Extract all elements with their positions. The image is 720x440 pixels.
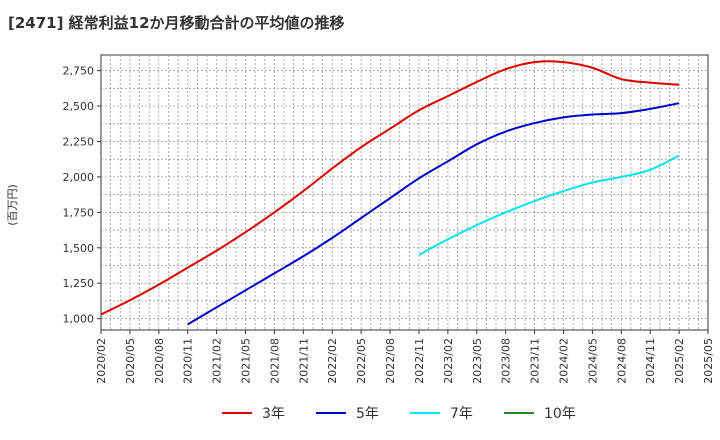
x-tick-label: 2023/11 <box>529 338 542 384</box>
y-tick-label: 2,750 <box>63 65 95 78</box>
y-axis: 1,000 1,250 1,500 1,750 2,000 2,250 2,500 2,750 <box>63 65 101 326</box>
series-lines <box>100 60 680 326</box>
y-tick-label: 2,250 <box>63 135 95 148</box>
x-axis: 2020/02 2020/05 2020/08 2020/11 2021/02 2021/… <box>95 330 715 384</box>
series-line-1 <box>100 60 680 316</box>
x-tick-label: 2022/05 <box>355 338 368 384</box>
x-tick-label: 2023/05 <box>471 338 484 384</box>
x-tick-label: 2021/11 <box>297 338 310 384</box>
y-tick-label: 1,250 <box>63 277 95 290</box>
legend: 3年 5年 7年 10年 <box>222 406 576 422</box>
x-tick-label: 2020/11 <box>182 338 195 384</box>
x-tick-label: 2024/11 <box>644 338 657 384</box>
legend-label: 10年 <box>544 406 576 422</box>
plot-area <box>100 54 709 331</box>
y-axis-label: (百万円) <box>6 184 19 226</box>
grid-lines <box>101 55 708 330</box>
x-tick-label: 2021/02 <box>211 338 224 384</box>
x-tick-label: 2022/11 <box>413 338 426 384</box>
x-tick-label: 2023/02 <box>442 338 455 384</box>
legend-label: 5年 <box>356 406 379 422</box>
x-tick-label: 2024/02 <box>557 338 570 384</box>
series-line-3 <box>418 154 680 256</box>
x-tick-label: 2021/05 <box>240 338 253 384</box>
x-tick-label: 2022/02 <box>326 338 339 384</box>
legend-label: 3年 <box>262 406 285 422</box>
x-tick-label: 2024/08 <box>615 338 628 384</box>
x-tick-label: 2024/05 <box>586 338 599 384</box>
x-tick-label: 2020/08 <box>153 338 166 384</box>
legend-label: 7年 <box>450 406 473 422</box>
x-tick-label: 2022/08 <box>384 338 397 384</box>
y-tick-label: 2,500 <box>63 100 95 113</box>
series-line-2 <box>187 102 680 326</box>
y-tick-label: 2,000 <box>63 171 95 184</box>
y-tick-label: 1,750 <box>63 206 95 219</box>
x-tick-label: 2020/05 <box>124 338 137 384</box>
y-tick-label: 1,000 <box>63 313 95 326</box>
x-tick-label: 2021/08 <box>268 338 281 384</box>
chart-title: [2471] 経常利益12か月移動合計の平均値の推移 <box>8 14 345 32</box>
x-tick-label: 2023/08 <box>500 338 513 384</box>
x-tick-label: 2020/02 <box>95 338 108 384</box>
x-tick-label: 2025/05 <box>702 338 715 384</box>
x-tick-label: 2025/02 <box>673 338 686 384</box>
y-tick-label: 1,500 <box>63 242 95 255</box>
